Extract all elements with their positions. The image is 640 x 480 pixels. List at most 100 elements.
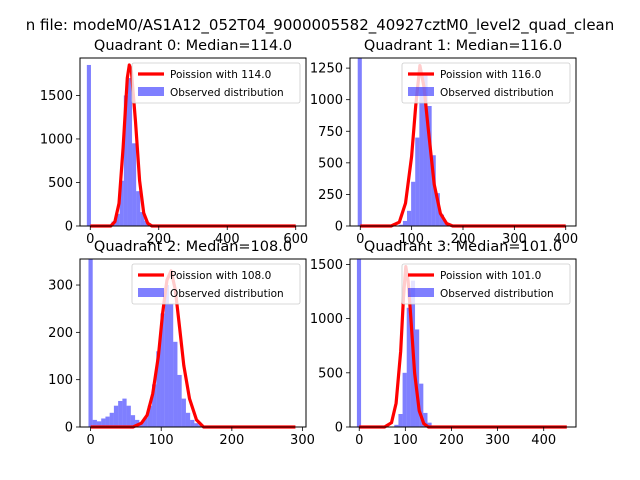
histogram-bar	[415, 329, 420, 427]
histogram-bar	[132, 143, 137, 226]
histogram-bar	[356, 259, 362, 427]
chart-panel-1: 0 100 200 300 400 0 250 500 750 1000 1250 Quadrant …	[310, 38, 578, 247]
histogram-bar	[402, 372, 407, 427]
histogram-bar	[152, 384, 157, 427]
y-tick-label: 750	[318, 125, 343, 140]
histogram-bar	[127, 78, 133, 227]
histogram-bar	[398, 224, 403, 226]
histogram-bar	[427, 422, 432, 427]
y-tick-label: 0	[335, 220, 343, 235]
histogram-bar	[427, 106, 432, 226]
legend-observed-label: Observed distribution	[170, 288, 284, 300]
histogram-bar	[407, 210, 412, 226]
histogram-bar	[423, 412, 428, 427]
histogram-bar	[119, 180, 124, 226]
y-tick-label: 200	[48, 326, 73, 341]
histogram-bar	[96, 421, 102, 427]
histogram-bar	[190, 419, 195, 427]
legend: Poission with 116.0 Observed distribution	[401, 62, 571, 104]
legend-box	[401, 62, 571, 104]
histogram-bar	[177, 374, 182, 427]
histogram-bar	[357, 58, 362, 226]
plot-frame	[349, 258, 577, 428]
legend-poisson-label: Poission with 101.0	[440, 270, 541, 282]
histogram-bar	[406, 307, 411, 427]
legend: Poission with 108.0 Observed distribution	[131, 263, 301, 305]
histogram-bar	[115, 213, 120, 226]
legend-box	[401, 263, 571, 305]
x-tick-label: 0	[86, 232, 94, 247]
legend: Poission with 114.0 Observed distribution	[131, 62, 301, 104]
histogram-bar	[92, 419, 97, 427]
poisson-curve	[90, 63, 296, 228]
y-tick-label: 0	[335, 421, 343, 436]
x-tick-label: 400	[215, 232, 240, 247]
chart-title: Quadrant 1: Median=116.0	[364, 38, 562, 54]
observed-histogram	[88, 259, 216, 427]
histogram-bar	[105, 416, 110, 427]
figure-suptitle: n file: modeM0/AS1A12_052T04_9000005582_…	[26, 16, 615, 35]
histogram-bar	[168, 303, 174, 427]
legend-observed-label: Observed distribution	[170, 87, 284, 99]
histogram-bar	[113, 405, 119, 427]
legend-poisson-label: Poission with 114.0	[170, 69, 271, 81]
histogram-bar	[394, 424, 399, 427]
legend-observed-label: Observed distribution	[440, 87, 554, 99]
histogram-bar	[164, 285, 169, 427]
chart-panel-3: 0 100 200 300 400 0 500 1000 1500 Quadrant 3: Med…	[310, 239, 577, 448]
histogram-bar	[173, 341, 178, 427]
x-tick-label: 300	[502, 232, 527, 247]
histogram-bar	[156, 351, 161, 427]
x-tick-label: 600	[283, 232, 308, 247]
legend-observed-swatch	[138, 87, 164, 96]
histogram-bar	[181, 398, 186, 427]
x-tick-label: 100	[149, 433, 174, 448]
histogram-bar	[123, 95, 128, 226]
histogram-bar	[140, 212, 145, 226]
y-tick-label: 0	[65, 421, 73, 436]
y-tick-label: 500	[318, 366, 343, 381]
histogram-bar	[439, 214, 444, 226]
chart-title: Quadrant 2: Median=108.0	[94, 239, 292, 255]
x-tick-label: 200	[146, 232, 171, 247]
histogram-bar	[86, 64, 91, 226]
y-tick-label: 1500	[40, 89, 73, 104]
histogram-bar	[431, 155, 436, 226]
x-tick-label: 400	[531, 433, 556, 448]
y-tick-label: 1000	[310, 312, 343, 327]
histogram-bar	[419, 87, 424, 226]
histogram-bar	[419, 383, 424, 427]
x-tick-label: 300	[290, 433, 315, 448]
y-tick-label: 300	[48, 279, 73, 294]
histogram-bar	[122, 398, 127, 427]
x-tick-label: 0	[355, 433, 363, 448]
histogram-bar	[88, 259, 93, 427]
histogram-bar	[185, 412, 191, 427]
y-tick-label: 1250	[310, 62, 343, 77]
histogram-bar	[160, 313, 165, 427]
legend-observed-label: Observed distribution	[440, 288, 554, 300]
histogram-bar	[101, 418, 106, 427]
x-tick-label: 200	[451, 232, 476, 247]
y-tick-label: 100	[48, 373, 73, 388]
y-tick-label: 1500	[310, 258, 343, 273]
histogram-bar	[130, 415, 136, 427]
x-tick-label: 0	[356, 232, 364, 247]
y-tick-label: 250	[318, 188, 343, 203]
y-tick-label: 1000	[310, 93, 343, 108]
histogram-bar	[194, 423, 199, 427]
observed-histogram	[357, 58, 457, 226]
histogram-bar	[415, 137, 420, 226]
legend-box	[131, 263, 301, 305]
y-tick-label: 1000	[40, 132, 73, 147]
plot-frame	[79, 57, 307, 227]
histogram-bar	[398, 413, 403, 427]
chart-title: Quadrant 0: Median=114.0	[94, 38, 292, 54]
legend: Poission with 101.0 Observed distribution	[401, 263, 571, 305]
chart-panel-0: 0 200 400 600 0 500 1000 1500 Quadrant 0: Median…	[40, 38, 308, 247]
histogram-bar	[435, 193, 440, 226]
legend-poisson-label: Poission with 108.0	[170, 270, 271, 282]
legend-observed-swatch	[408, 288, 434, 297]
histogram-bar	[118, 400, 123, 427]
